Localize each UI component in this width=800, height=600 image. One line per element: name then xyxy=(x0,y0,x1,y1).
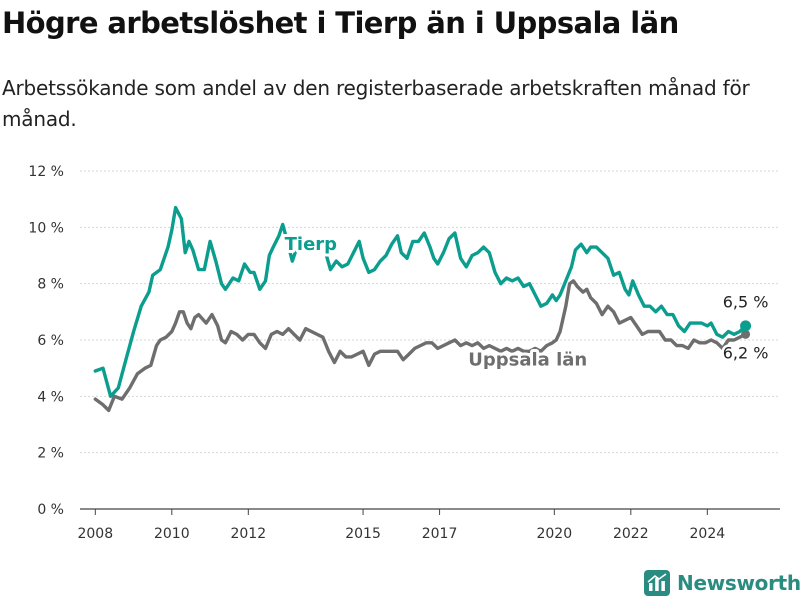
x-tick-label: 2020 xyxy=(536,526,572,542)
gridlines xyxy=(80,170,780,510)
uppsala-lan-line xyxy=(93,279,748,413)
x-axis-ticks: 2008 2010 2012 2015 2017 2020 2022 2024 xyxy=(77,509,725,542)
y-tick-label: 0 % xyxy=(37,502,64,518)
series-labels: Tierp Uppsala län 6,5 % 6,2 % xyxy=(282,231,771,373)
uppsala-lan-series-label: Uppsala län xyxy=(468,349,587,370)
x-tick-label: 2015 xyxy=(345,526,381,542)
x-tick-label: 2010 xyxy=(154,526,190,542)
series-lines xyxy=(93,205,752,413)
x-tick-label: 2012 xyxy=(230,526,266,542)
uppsala-lan-end-marker xyxy=(741,329,751,339)
tierp-series-label: Tierp xyxy=(285,234,338,255)
x-tick-label: 2022 xyxy=(613,526,649,542)
brand-name: Newsworthy xyxy=(677,571,800,595)
y-tick-label: 8 % xyxy=(37,277,64,293)
bar-chart-logo-icon xyxy=(644,570,670,596)
y-tick-label: 10 % xyxy=(28,220,64,236)
uppsala-lan-end-value-label: 6,2 % xyxy=(723,343,769,362)
page-title: Högre arbetslöshet i Tierp än i Uppsala … xyxy=(2,6,679,40)
y-tick-label: 4 % xyxy=(37,389,64,405)
y-tick-label: 6 % xyxy=(37,333,64,349)
newsworthy-logo: Newsworthy xyxy=(644,568,800,598)
x-tick-label: 2017 xyxy=(422,526,458,542)
tierp-end-value-label: 6,5 % xyxy=(723,293,769,312)
x-tick-label: 2008 xyxy=(77,526,113,542)
y-axis-ticks: 0 % 2 % 4 % 6 % 8 % 10 % 12 % xyxy=(28,164,64,518)
tierp-end-marker xyxy=(740,320,752,332)
tierp-line xyxy=(93,205,748,398)
y-tick-label: 12 % xyxy=(28,164,64,180)
page-subtitle: Arbetssökande som andel av den registerb… xyxy=(2,76,750,131)
x-tick-label: 2024 xyxy=(690,526,726,542)
y-tick-label: 2 % xyxy=(37,446,64,462)
